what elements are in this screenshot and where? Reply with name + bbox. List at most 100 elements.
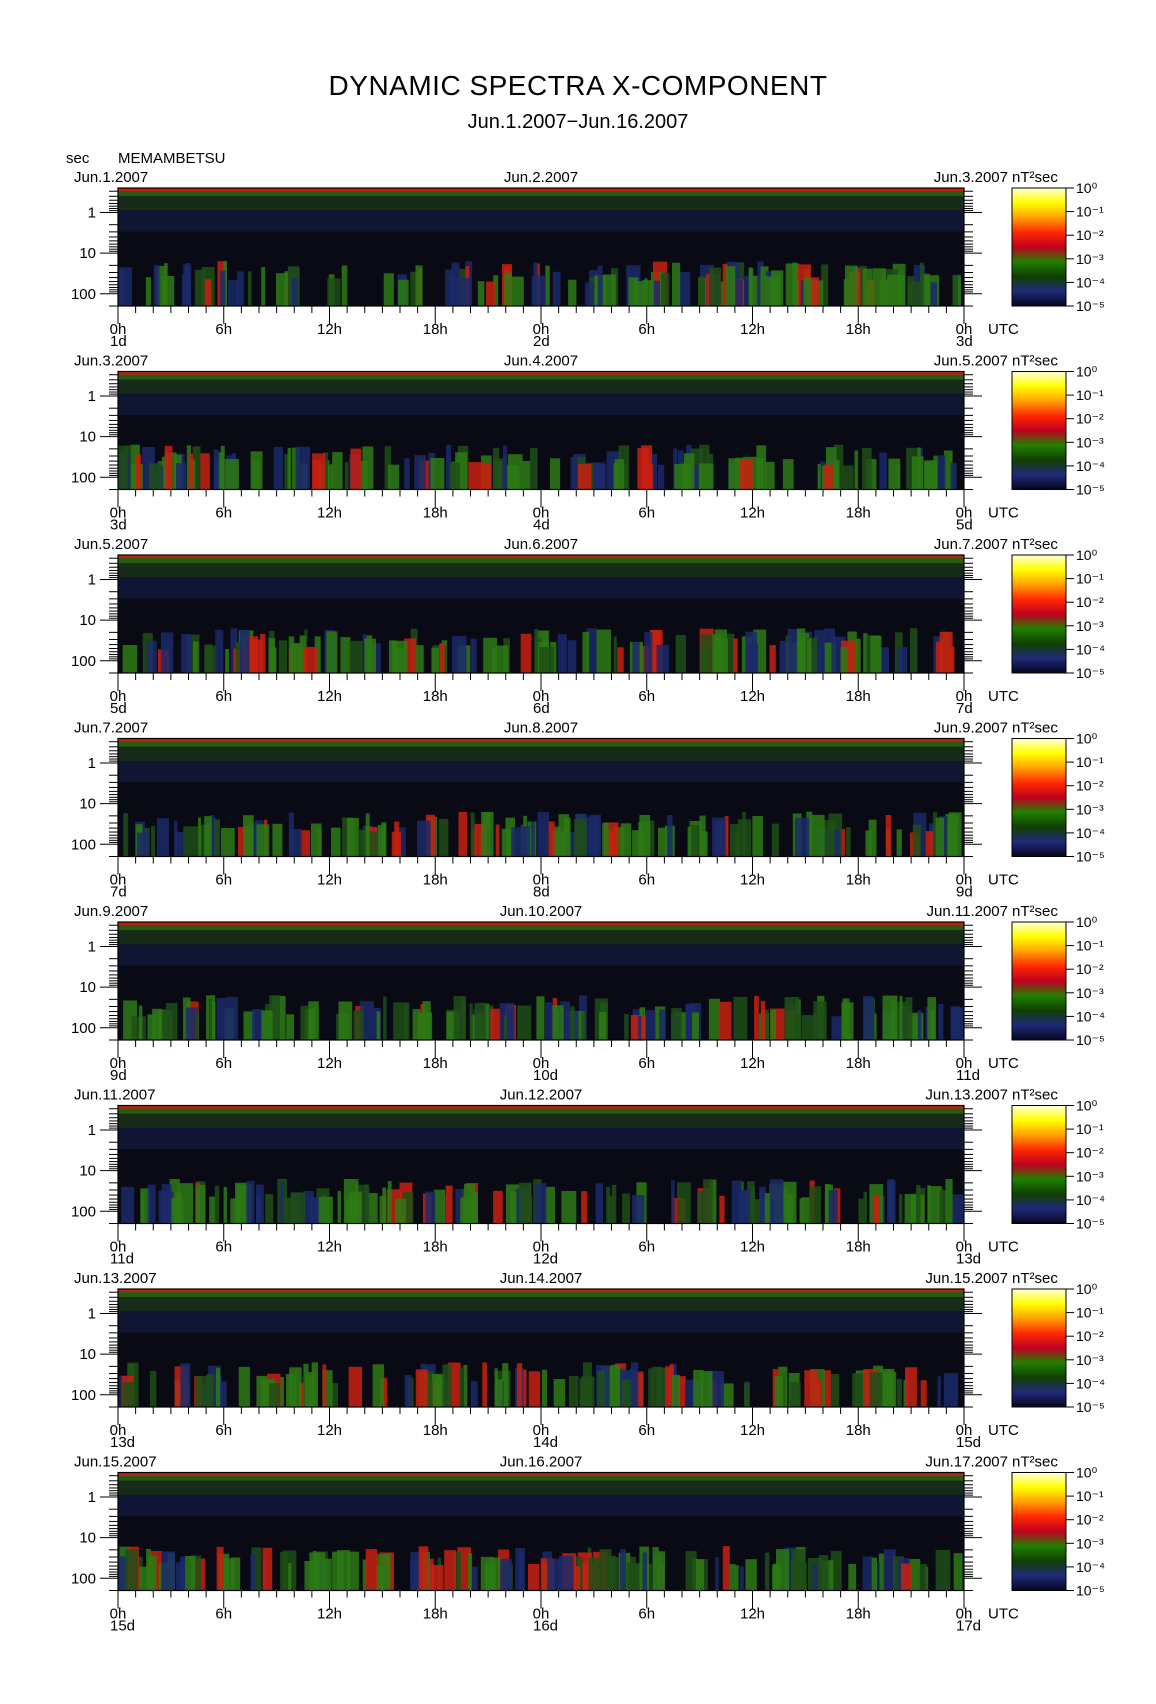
x-tick-label: 6h <box>215 505 232 522</box>
chart-title: DYNAMIC SPECTRA X-COMPONENT <box>328 70 828 101</box>
spectrogram-cell <box>731 1180 743 1224</box>
spectrogram-cell <box>740 275 750 306</box>
spectrogram-cell <box>567 640 577 673</box>
spectrogram-cell <box>677 1376 686 1407</box>
colorbar-unit-label: nT²sec <box>1012 903 1058 920</box>
spectrogram-cell <box>304 1376 314 1407</box>
spectrogram-cell <box>149 463 163 490</box>
x-tick-label: 12h <box>317 1606 342 1623</box>
spectrogram-cell <box>821 264 829 306</box>
spectrogram-cell <box>174 820 178 857</box>
x-tick-label: 12h <box>740 321 765 338</box>
spectrogram-cell <box>708 998 720 1040</box>
spectrogram-cell <box>564 817 571 857</box>
colorbar-tick-label: 10⁻³ <box>1076 801 1104 817</box>
spectrogram-cell <box>874 1562 880 1591</box>
spectrogram-cell <box>883 1549 896 1591</box>
spectrogram-cell <box>262 1547 273 1591</box>
spectrogram-cell <box>803 278 812 306</box>
spectrogram-cell <box>331 1383 338 1407</box>
spectrogram-cell <box>656 644 670 673</box>
spectrogram-cell <box>195 1375 209 1407</box>
panel-end-date: Jun.15.2007 <box>925 1270 1008 1287</box>
spectrogram-cell <box>614 459 624 490</box>
spectrogram-cell <box>347 818 359 857</box>
high-freq-edge <box>118 1105 964 1109</box>
spectrogram-cell <box>930 282 937 306</box>
spectrogram-cell <box>661 272 670 306</box>
spectrogram-cell <box>557 634 567 673</box>
y-tick-label: 10 <box>79 245 96 262</box>
spectrogram-cell <box>261 1010 273 1040</box>
spectrogram-cell <box>285 1374 297 1407</box>
spectrogram-cell <box>269 995 280 1040</box>
spectrogram-cell <box>303 646 318 673</box>
spectrogram-cell <box>583 1362 592 1407</box>
spectrogram-cell <box>690 825 700 857</box>
spectrogram-cell <box>578 464 592 490</box>
spectrogram-cell <box>246 1180 255 1224</box>
day-start-label: 13d <box>110 1434 135 1451</box>
panel-start-date: Jun.9.2007 <box>74 903 148 920</box>
station-label: MEMAMBETSU <box>118 150 226 167</box>
spectrogram-cell <box>505 829 512 857</box>
spectrogram-cell <box>672 262 681 306</box>
colorbar-unit-label: nT²sec <box>1012 1270 1058 1287</box>
x-tick-label: 18h <box>846 688 871 705</box>
spectrogram-cell <box>300 830 310 857</box>
colorbar-tick-label: 10⁻⁵ <box>1076 1399 1105 1415</box>
spectrogram-cell <box>118 445 128 490</box>
spectrogram-cell <box>873 268 886 306</box>
spectrogram-cell <box>669 1364 674 1407</box>
spectrogram-cell <box>602 822 609 857</box>
spectrogram-cell <box>511 827 527 857</box>
x-axis-utc: UTC <box>988 1422 1019 1439</box>
spectrogram-cell <box>872 1194 879 1224</box>
spectrogram-cell <box>156 818 169 857</box>
x-tick-label: 12h <box>740 688 765 705</box>
x-tick-label: 18h <box>423 321 448 338</box>
spectrogram-cell <box>225 649 229 673</box>
spectrogram-cell <box>138 1005 143 1040</box>
y-tick-label: 1 <box>88 1305 96 1322</box>
spectrogram-cell <box>396 640 408 673</box>
spectrogram-cell <box>858 1198 864 1224</box>
spectrogram-cell <box>243 1011 255 1040</box>
spectrogram-cell <box>740 459 753 490</box>
y-tick-label: 100 <box>71 836 96 853</box>
colorbar-tick-label: 10⁻⁴ <box>1076 1375 1105 1391</box>
spectrogram-cell <box>622 1193 630 1224</box>
spectrogram-cell <box>920 1380 927 1407</box>
spectrogram-cell <box>216 1367 221 1407</box>
spectrogram-cell <box>848 1563 857 1591</box>
spectrogram-cell <box>483 1003 490 1040</box>
spectrogram-cell <box>573 1566 581 1591</box>
panel-mid-date: Jun.14.2007 <box>500 1270 583 1287</box>
spectrogram-cell <box>871 1557 877 1591</box>
mid-band-fade <box>118 1127 964 1150</box>
spectrogram-cell <box>586 628 597 673</box>
spectrogram-cell <box>739 1566 744 1591</box>
x-tick-label: 0h <box>110 505 127 522</box>
spectrogram-cell <box>181 634 192 673</box>
spectrogram-cell <box>451 262 460 306</box>
spectrogram-cell <box>496 645 509 673</box>
colorbar-tick-label: 10⁻³ <box>1076 251 1104 267</box>
spectrogram-cell <box>438 818 449 857</box>
spectrogram-cell <box>742 812 746 857</box>
spectrogram-cell <box>817 464 821 490</box>
panel-mid-date: Jun.16.2007 <box>500 1454 583 1471</box>
x-tick-label: 12h <box>317 505 342 522</box>
spectrogram-cell <box>414 455 426 490</box>
spectrogram-cell <box>609 829 613 857</box>
spectrogram-cell <box>953 1553 963 1591</box>
spectrogram-cell <box>536 996 545 1040</box>
spectrogram-cell <box>147 1184 156 1224</box>
spectrogram-cell <box>312 460 322 490</box>
spectrogram-cell <box>652 1547 659 1591</box>
spectrogram-cell <box>136 832 149 857</box>
spectrogram-cell <box>214 1185 220 1224</box>
spectrogram-cell <box>348 1191 363 1224</box>
x-tick-label: 6h <box>638 1606 655 1623</box>
spectrogram-cell <box>718 1001 732 1040</box>
